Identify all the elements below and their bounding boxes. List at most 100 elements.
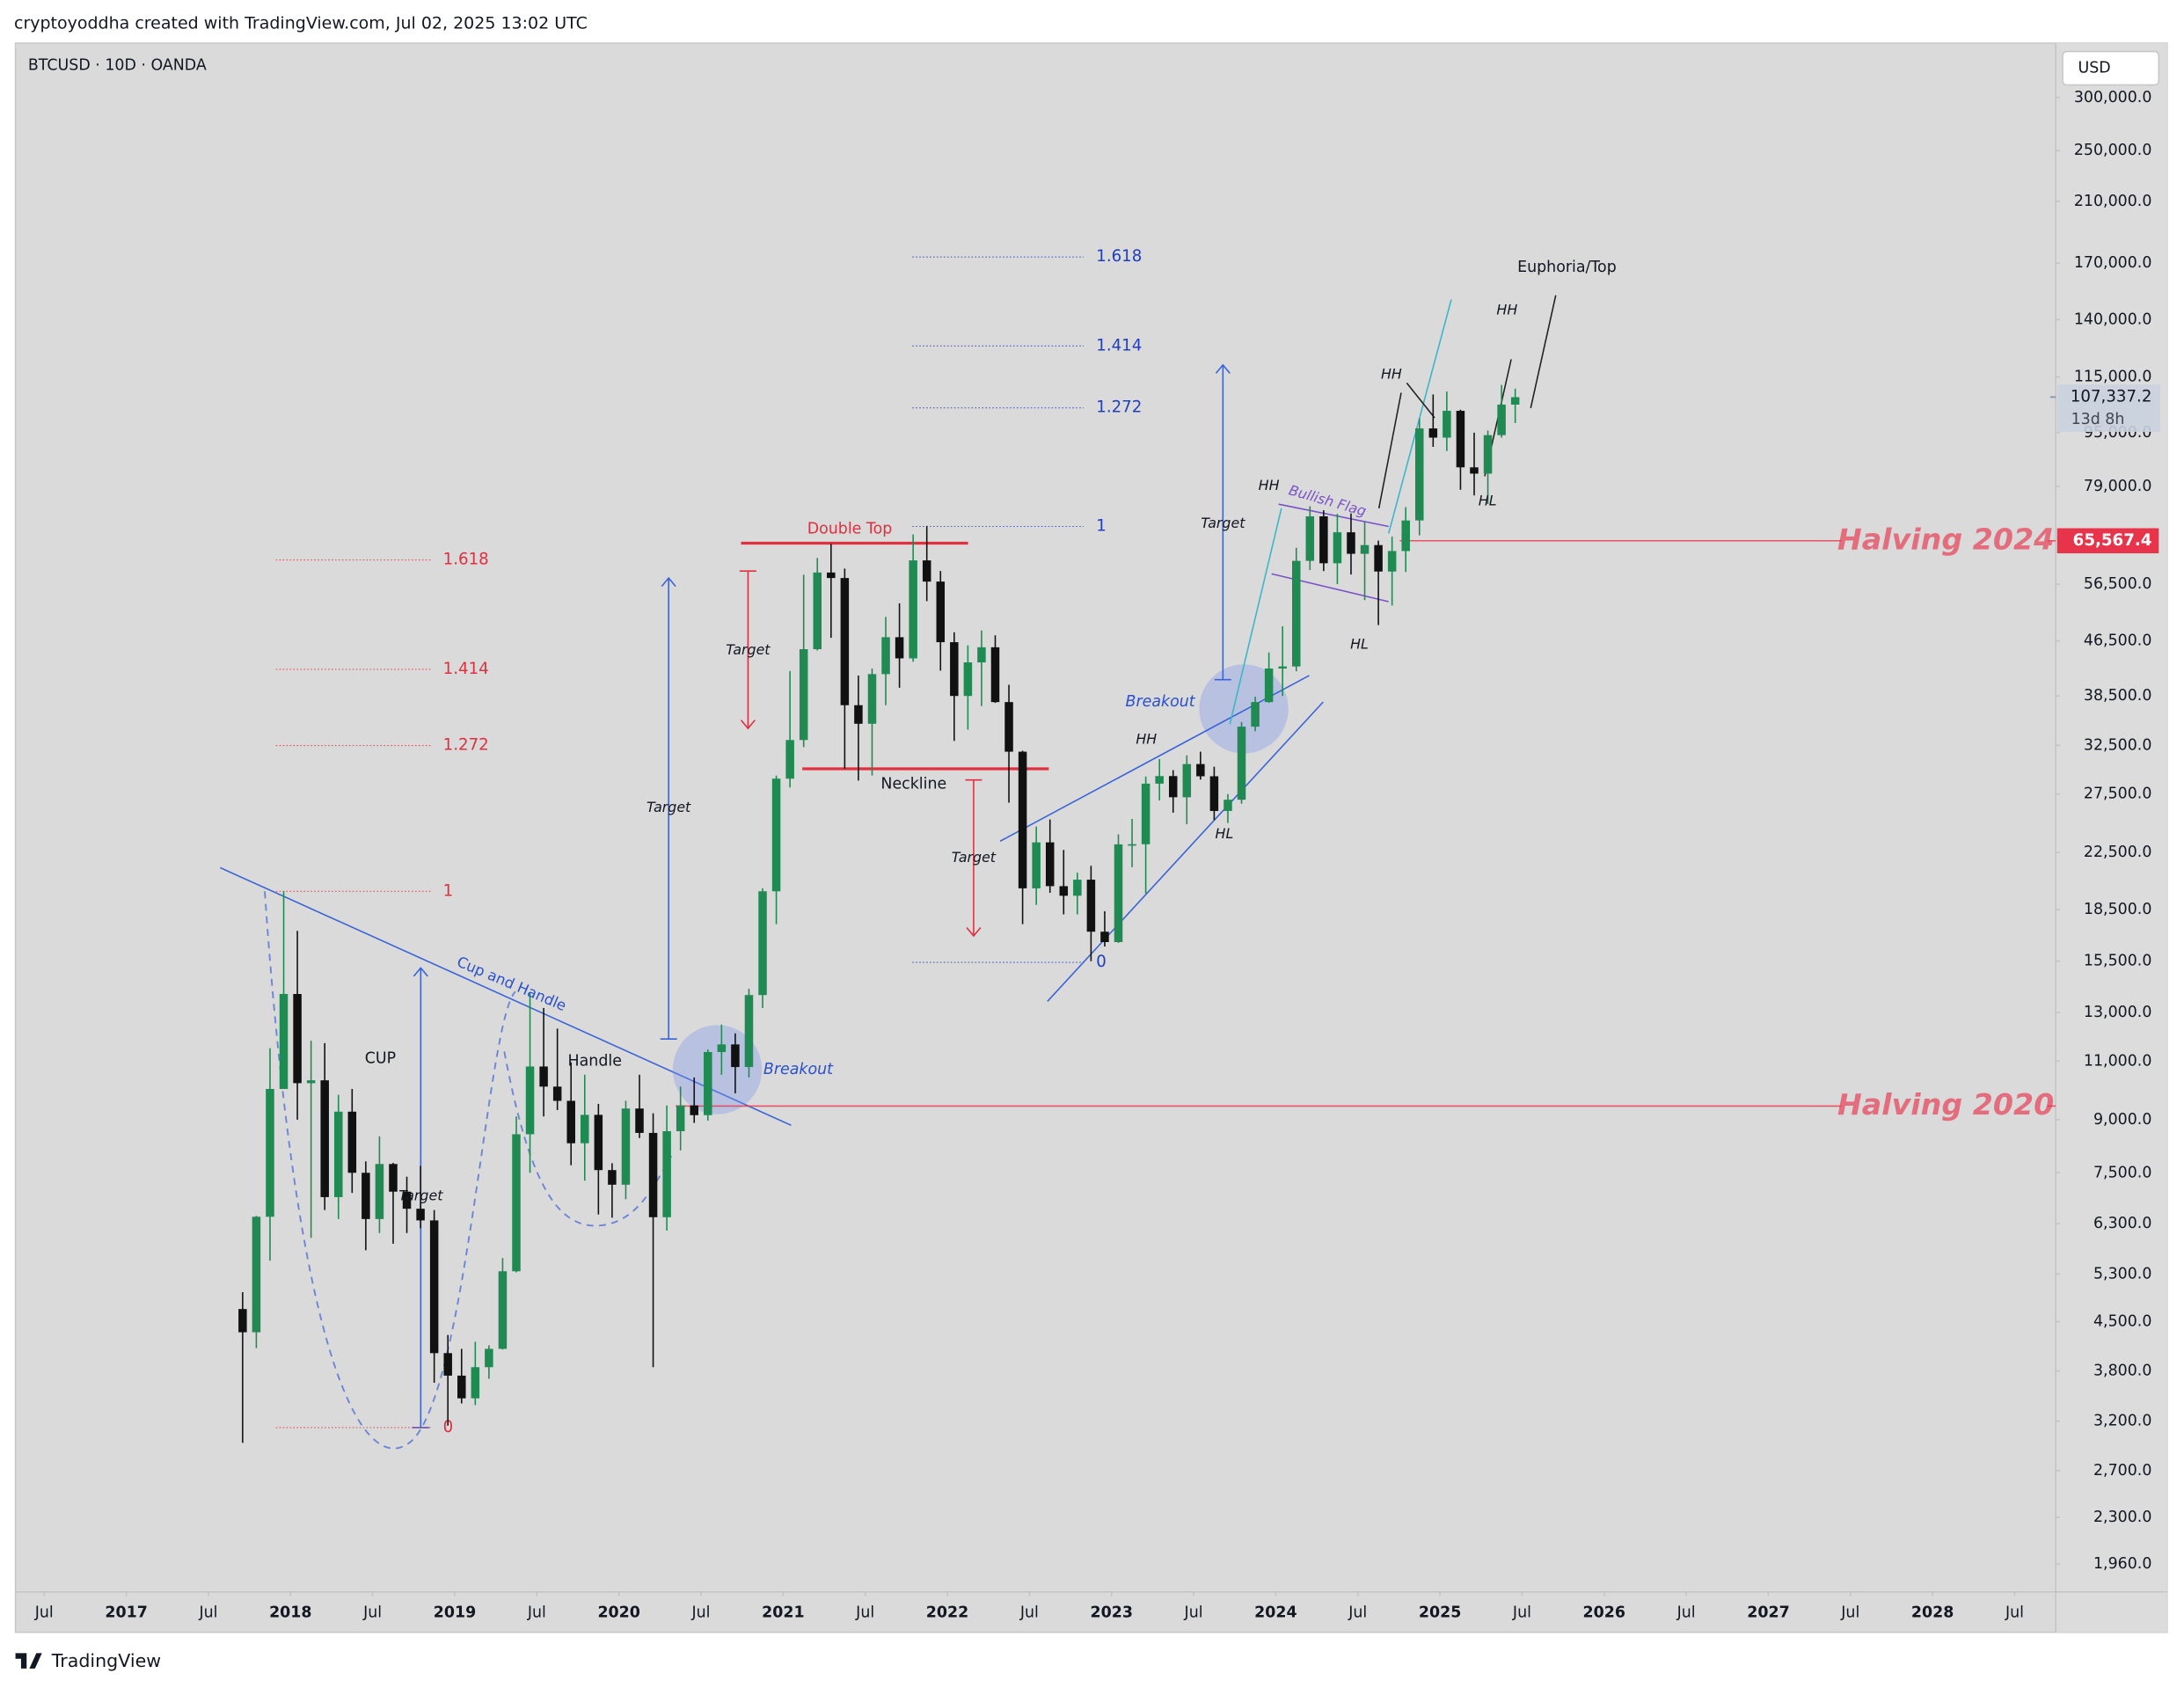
candle-body — [1196, 764, 1205, 777]
y-tick-label: 3,200.0 — [2093, 1413, 2151, 1430]
candle-body — [429, 1220, 439, 1354]
candle-body — [963, 662, 973, 697]
annotation: Target — [1201, 515, 1245, 531]
candle-body — [1415, 428, 1424, 521]
x-tick-label: 2024 — [1254, 1604, 1297, 1622]
cup-trendline — [220, 866, 792, 1127]
cyan-trend — [1229, 508, 1282, 725]
candle-body — [552, 1086, 562, 1101]
y-tick-label: 250,000.0 — [2074, 142, 2152, 159]
candle-body — [1168, 776, 1178, 798]
x-tick-label: 2026 — [1583, 1604, 1625, 1622]
tradingview-logo: TradingView — [15, 1650, 161, 1671]
candle-body — [676, 1105, 685, 1132]
candle-body — [1251, 702, 1260, 727]
x-tick-label: Jul — [198, 1604, 217, 1622]
fib-level-label: 1.618 — [1096, 247, 1142, 266]
x-tick-label: 2017 — [105, 1604, 147, 1622]
candle-body — [854, 705, 863, 724]
countdown-label: 13d 8h — [2071, 411, 2125, 428]
candle-body — [1086, 880, 1096, 932]
symbol-legend: BTCUSD · 10D · OANDA — [28, 56, 207, 74]
candle-body — [662, 1131, 671, 1217]
fib-level-label: 1 — [443, 881, 454, 900]
y-tick-label: 22,500.0 — [2084, 844, 2152, 861]
candle-body — [566, 1100, 575, 1144]
candle-body — [471, 1367, 480, 1399]
candle-body — [512, 1134, 521, 1272]
last-price-box — [2056, 384, 2160, 433]
halving-label: Halving 2024 — [1837, 522, 2054, 556]
candle-body — [621, 1108, 631, 1185]
cyan-trend — [1387, 299, 1452, 534]
y-tick-label: 1,960.0 — [2093, 1555, 2151, 1573]
target-arrow — [965, 778, 982, 938]
x-tick-label: Jul — [527, 1604, 546, 1622]
candle-body — [909, 560, 917, 659]
footer-brand: TradingView — [51, 1650, 161, 1671]
chart-pane — [14, 42, 2168, 1633]
halving-price-label: 65,567.4 — [2073, 531, 2152, 550]
y-tick-label: 15,500.0 — [2084, 953, 2152, 970]
candle-body — [362, 1173, 370, 1219]
annotation: CUP — [365, 1049, 396, 1067]
candle-body — [1333, 532, 1342, 564]
candle-body — [744, 995, 754, 1068]
candle-body — [443, 1353, 452, 1376]
annotation: Target — [646, 799, 691, 815]
candle-body — [1100, 932, 1109, 942]
candle-body — [1045, 842, 1055, 887]
y-tick-label: 46,500.0 — [2084, 632, 2152, 650]
x-tick-label: Jul — [1348, 1604, 1367, 1622]
annotation: Neckline — [880, 775, 946, 793]
candle-body — [389, 1164, 398, 1192]
candle-body — [895, 637, 904, 659]
candle-body — [525, 1066, 535, 1135]
candle-body — [1209, 776, 1219, 811]
y-tick-label: 2,700.0 — [2093, 1462, 2151, 1480]
candle-body — [635, 1108, 644, 1133]
fib-level-label: 1.618 — [443, 551, 489, 569]
candle-body — [1497, 404, 1506, 435]
x-tick-label: 2023 — [1091, 1604, 1133, 1622]
candle-body — [1305, 515, 1315, 561]
x-tick-label: 2018 — [269, 1604, 311, 1622]
candle-body — [1182, 764, 1192, 798]
y-tick-label: 56,500.0 — [2084, 575, 2152, 593]
candle-body — [1401, 520, 1410, 552]
annotation: HL — [1350, 636, 1369, 653]
x-tick-label: Jul — [34, 1604, 54, 1622]
candle-body — [922, 560, 931, 582]
x-tick-label: Jul — [691, 1604, 711, 1622]
candle-body — [252, 1217, 261, 1333]
last-price-label: 107,337.2 — [2071, 387, 2152, 406]
y-tick-label: 4,500.0 — [2093, 1313, 2151, 1331]
credit: cryptoyoddha created with TradingView.co… — [14, 13, 588, 33]
candle-body — [539, 1066, 548, 1087]
currency-button[interactable] — [2062, 50, 2160, 86]
x-tick-label: Jul — [1512, 1604, 1531, 1622]
candle-body — [990, 647, 1000, 703]
candle-body — [293, 994, 302, 1084]
candle-body — [1128, 844, 1136, 846]
candle-body — [1387, 551, 1397, 572]
candle-body — [1456, 411, 1465, 468]
y-tick-label: 210,000.0 — [2074, 193, 2152, 210]
candle-body — [1443, 411, 1451, 438]
projection-line — [1377, 392, 1402, 509]
candle-body — [731, 1044, 740, 1068]
candle-body — [1428, 428, 1438, 438]
y-tick-label: 3,800.0 — [2093, 1363, 2151, 1380]
candle-body — [977, 647, 986, 663]
candle-body — [347, 1111, 357, 1173]
x-tick-label: 2028 — [1911, 1604, 1954, 1622]
fib-level-label: 1.272 — [443, 736, 489, 755]
fib-level-label: 1 — [1096, 517, 1107, 536]
y-tick-label: 115,000.0 — [2074, 369, 2152, 386]
candle-body — [266, 1088, 274, 1217]
candle-body — [867, 674, 877, 724]
y-tick-label: 140,000.0 — [2074, 311, 2152, 328]
y-tick-label: 2,300.0 — [2093, 1509, 2151, 1526]
annotation: HL — [1216, 825, 1234, 842]
